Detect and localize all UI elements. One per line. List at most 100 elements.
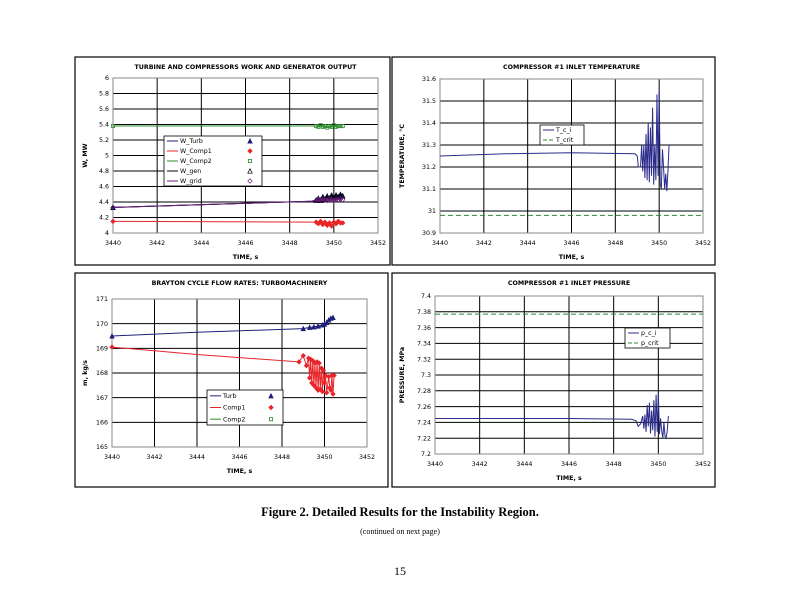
x-axis-label: TIME, s — [233, 254, 259, 261]
data-point — [330, 391, 336, 397]
x-tick-label: 3452 — [359, 454, 375, 461]
data-point — [247, 138, 253, 144]
data-point — [247, 178, 253, 184]
data-point — [322, 219, 328, 225]
data-point — [306, 375, 313, 381]
y-tick-label: 167 — [96, 395, 108, 402]
data-point — [328, 387, 334, 393]
data-point — [313, 197, 319, 204]
legend-label: W_gen — [180, 168, 201, 175]
y-tick-label: 5.6 — [99, 106, 109, 113]
data-point — [338, 124, 343, 129]
data-point — [247, 168, 253, 174]
y-axis-label: m, kg/s — [82, 360, 89, 386]
y-tick-label: 7.32 — [417, 356, 431, 363]
y-tick-label: 7.3 — [421, 372, 431, 379]
y-tick-label: 5.4 — [99, 122, 109, 129]
data-point — [303, 362, 310, 369]
legend-label: Comp1 — [223, 405, 245, 412]
data-point — [337, 192, 344, 198]
chart-title: COMPRESSOR #1 INLET PRESSURE — [508, 280, 630, 287]
y-tick-label: 4.4 — [99, 199, 109, 206]
data-point — [319, 388, 326, 395]
y-tick-label: 4.2 — [99, 215, 109, 222]
figure-caption: Figure 2. Detailed Results for the Insta… — [261, 505, 539, 519]
x-tick-label: 3442 — [146, 454, 162, 461]
legend — [163, 135, 263, 187]
data-point — [314, 124, 319, 129]
page-number: 15 — [394, 564, 406, 578]
data-point — [339, 192, 346, 199]
y-axis-label: TEMPERATURE, °C — [398, 124, 406, 188]
y-tick-label: 5.8 — [99, 91, 109, 98]
x-tick-label: 3446 — [231, 454, 247, 461]
x-tick-label: 3452 — [695, 461, 711, 468]
legend-label: p_c_i — [641, 330, 657, 337]
data-point — [321, 380, 328, 386]
legend-label: W_Turb — [180, 138, 203, 145]
data-point — [331, 372, 337, 379]
x-tick-label: 3440 — [427, 461, 443, 468]
x-tick-label: 3450 — [651, 240, 667, 247]
data-point — [110, 218, 116, 225]
data-point — [333, 196, 339, 203]
plot-area — [434, 295, 704, 455]
x-tick-label: 3448 — [282, 240, 298, 247]
x-tick-label: 3446 — [561, 461, 577, 468]
x-tick-label: 3450 — [326, 240, 342, 247]
data-point — [320, 124, 325, 129]
y-tick-label: 166 — [96, 420, 108, 427]
data-point — [327, 124, 332, 129]
y-tick-label: 31.3 — [422, 142, 436, 149]
data-point — [335, 218, 341, 225]
chart-frame — [391, 272, 716, 488]
x-tick-label: 3444 — [189, 454, 205, 461]
y-tick-label: 31.4 — [422, 120, 436, 127]
y-tick-label: 169 — [96, 346, 108, 353]
data-point — [328, 192, 335, 199]
y-tick-label: 7.38 — [417, 309, 431, 316]
x-axis-label: TIME, s — [227, 468, 253, 475]
chart-panel: BRAYTON CYCLE FLOW RATES: TURBOMACHINERY… — [74, 272, 389, 488]
y-tick-label: 165 — [96, 444, 108, 451]
series-line-p_c_i — [435, 392, 669, 440]
y-tick-label: 7.4 — [421, 293, 431, 300]
legend-label: T_crit — [555, 137, 574, 144]
x-tick-label: 3448 — [607, 240, 623, 247]
data-point — [320, 367, 327, 374]
data-point — [268, 404, 274, 411]
y-tick-label: 31.6 — [422, 76, 436, 83]
y-axis-label: PRESSURE, MPa — [399, 347, 406, 403]
y-tick-label: 4.8 — [99, 168, 109, 175]
y-tick-label: 7.36 — [417, 325, 431, 332]
chart-frame — [74, 272, 389, 488]
data-point — [331, 197, 337, 204]
x-tick-label: 3442 — [476, 240, 492, 247]
y-tick-label: 31 — [428, 208, 436, 215]
legend-label: W_grid — [180, 178, 202, 185]
data-point — [339, 196, 346, 203]
chart-panel: COMPRESSOR #1 INLET TEMPERATURE 30.9 31 31.… — [391, 56, 716, 266]
series-line-T_c_i — [439, 87, 670, 192]
data-point — [340, 124, 345, 129]
data-point — [247, 148, 253, 154]
x-tick-label: 3450 — [316, 454, 332, 461]
data-point — [311, 323, 317, 330]
legend-label: Turb — [222, 393, 236, 400]
y-tick-label: 7.26 — [417, 404, 431, 411]
y-tick-label: 7.24 — [417, 420, 431, 427]
data-point — [296, 359, 302, 365]
data-point — [111, 124, 116, 129]
data-point — [324, 197, 330, 204]
x-tick-label: 3452 — [370, 240, 386, 247]
data-point — [316, 360, 322, 366]
chart-frame — [391, 56, 716, 266]
x-tick-label: 3442 — [149, 240, 165, 247]
legend-label: W_Comp1 — [180, 148, 212, 155]
x-tick-label: 3440 — [104, 454, 120, 461]
data-point — [315, 323, 321, 329]
data-point — [317, 197, 324, 204]
y-tick-label: 31.1 — [422, 186, 436, 193]
x-tick-label: 3450 — [650, 461, 666, 468]
